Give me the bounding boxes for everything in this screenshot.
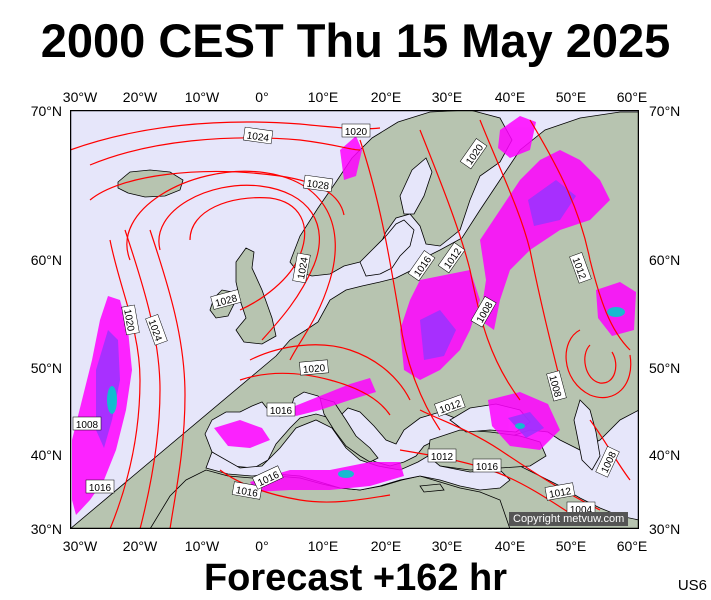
isobar-label: 1008 xyxy=(72,416,102,431)
precip-heavy-urals xyxy=(607,307,625,317)
map-frame xyxy=(70,110,639,529)
lon-label-top: 10°W xyxy=(184,89,220,105)
isobar-label: 1012 xyxy=(544,482,576,501)
sea-gulf-of-bothnia xyxy=(399,157,433,215)
lon-label-bottom: 40°E xyxy=(494,538,526,554)
svg-text:1024: 1024 xyxy=(296,256,311,280)
lon-label-bottom: 10°W xyxy=(184,538,220,554)
precip-heavy-mediterranean xyxy=(338,470,354,478)
precipitation-field xyxy=(72,116,636,515)
isobar-label: 1012 xyxy=(427,448,457,463)
lon-label-top: 0° xyxy=(255,89,269,105)
isobar-label: 1016 xyxy=(231,481,263,500)
lon-label-top: 10°E xyxy=(307,89,339,105)
lon-label-bottom: 0° xyxy=(255,538,269,554)
lon-label-top: 30°E xyxy=(431,89,463,105)
isobar-label: 1024 xyxy=(292,252,311,284)
land-italy xyxy=(319,397,379,463)
lat-label-right: 50°N xyxy=(649,360,681,376)
isobar-label: 1016 xyxy=(472,458,502,473)
precip-russia-core xyxy=(528,180,576,226)
isobar-label: 1028 xyxy=(303,174,334,193)
svg-text:1016: 1016 xyxy=(270,406,293,417)
svg-text:1020: 1020 xyxy=(345,127,368,138)
svg-text:1024: 1024 xyxy=(246,130,270,144)
lon-label-top: 60°E xyxy=(616,89,648,105)
land-iceland xyxy=(117,169,184,198)
svg-text:1012: 1012 xyxy=(431,452,454,463)
isobar-label: 1020 xyxy=(341,123,371,138)
precip-eastern-europe-core xyxy=(420,310,456,360)
lat-label-right: 40°N xyxy=(649,447,681,463)
lon-label-bottom: 50°E xyxy=(555,538,587,554)
forecast-label: Forecast +162 hr xyxy=(203,557,508,599)
precip-arctic xyxy=(498,116,536,158)
lat-label-left: 70°N xyxy=(30,103,62,119)
lon-label-bottom: 20°W xyxy=(122,538,158,554)
land-crete xyxy=(419,483,445,493)
svg-text:1016: 1016 xyxy=(235,485,259,500)
svg-text:1004: 1004 xyxy=(570,505,593,516)
lon-label-bottom: 30°E xyxy=(431,538,463,554)
land-great-britain xyxy=(235,247,277,345)
lat-label-left: 50°N xyxy=(30,360,62,376)
svg-text:1012: 1012 xyxy=(548,486,572,501)
copyright-notice: Copyright metvuw.com xyxy=(509,512,629,526)
lon-label-bottom: 10°E xyxy=(307,538,339,554)
lat-label-left: 40°N xyxy=(30,447,62,463)
lon-label-top: 30°W xyxy=(62,89,98,105)
lat-label-right: 60°N xyxy=(649,252,681,268)
svg-text:1008: 1008 xyxy=(76,420,99,431)
isobar-label: 1020 xyxy=(121,304,140,336)
lon-label-top: 20°E xyxy=(370,89,402,105)
precip-caucasus-core xyxy=(508,412,544,438)
precip-atlantic-core xyxy=(96,330,120,448)
lon-label-top: 20°W xyxy=(122,89,158,105)
precip-north-africa xyxy=(250,462,404,492)
precip-heavy-atlantic xyxy=(107,386,117,414)
isobar-label: 1020 xyxy=(299,359,329,376)
svg-text:1028: 1028 xyxy=(306,178,330,192)
lon-label-bottom: 20°E xyxy=(370,538,402,554)
lat-label-left: 60°N xyxy=(30,252,62,268)
isobar-labels: 1024 1020 1028 1020 1024 1028 1020 1024 … xyxy=(72,123,620,516)
lon-label-top: 40°E xyxy=(494,89,526,105)
svg-text:1020: 1020 xyxy=(303,363,327,376)
sea-caspian xyxy=(573,399,601,471)
svg-text:1016: 1016 xyxy=(476,462,499,473)
lat-label-left: 30°N xyxy=(30,521,62,537)
precip-heavy-black-sea xyxy=(515,423,525,429)
lon-label-bottom: 60°E xyxy=(616,538,648,554)
isobar-label: 1016 xyxy=(85,479,115,494)
model-id: US6 xyxy=(677,577,707,594)
precip-russia-band xyxy=(480,150,610,330)
lat-label-right: 30°N xyxy=(649,521,681,537)
forecast-map: 1024 1020 1028 1020 1024 1028 1020 1024 … xyxy=(70,110,639,529)
precip-alps xyxy=(290,378,376,416)
svg-text:1016: 1016 xyxy=(89,483,112,494)
svg-text:1020: 1020 xyxy=(121,308,136,332)
precip-norway xyxy=(340,136,362,180)
isobar-label: 1016 xyxy=(266,402,296,417)
chart-title: 2000 CEST Thu 15 May 2025 xyxy=(40,14,671,67)
precip-iberia xyxy=(214,420,270,448)
isobar-label: 1024 xyxy=(243,126,274,145)
lon-label-bottom: 30°W xyxy=(62,538,98,554)
lat-label-right: 70°N xyxy=(649,103,681,119)
lon-label-top: 50°E xyxy=(555,89,587,105)
